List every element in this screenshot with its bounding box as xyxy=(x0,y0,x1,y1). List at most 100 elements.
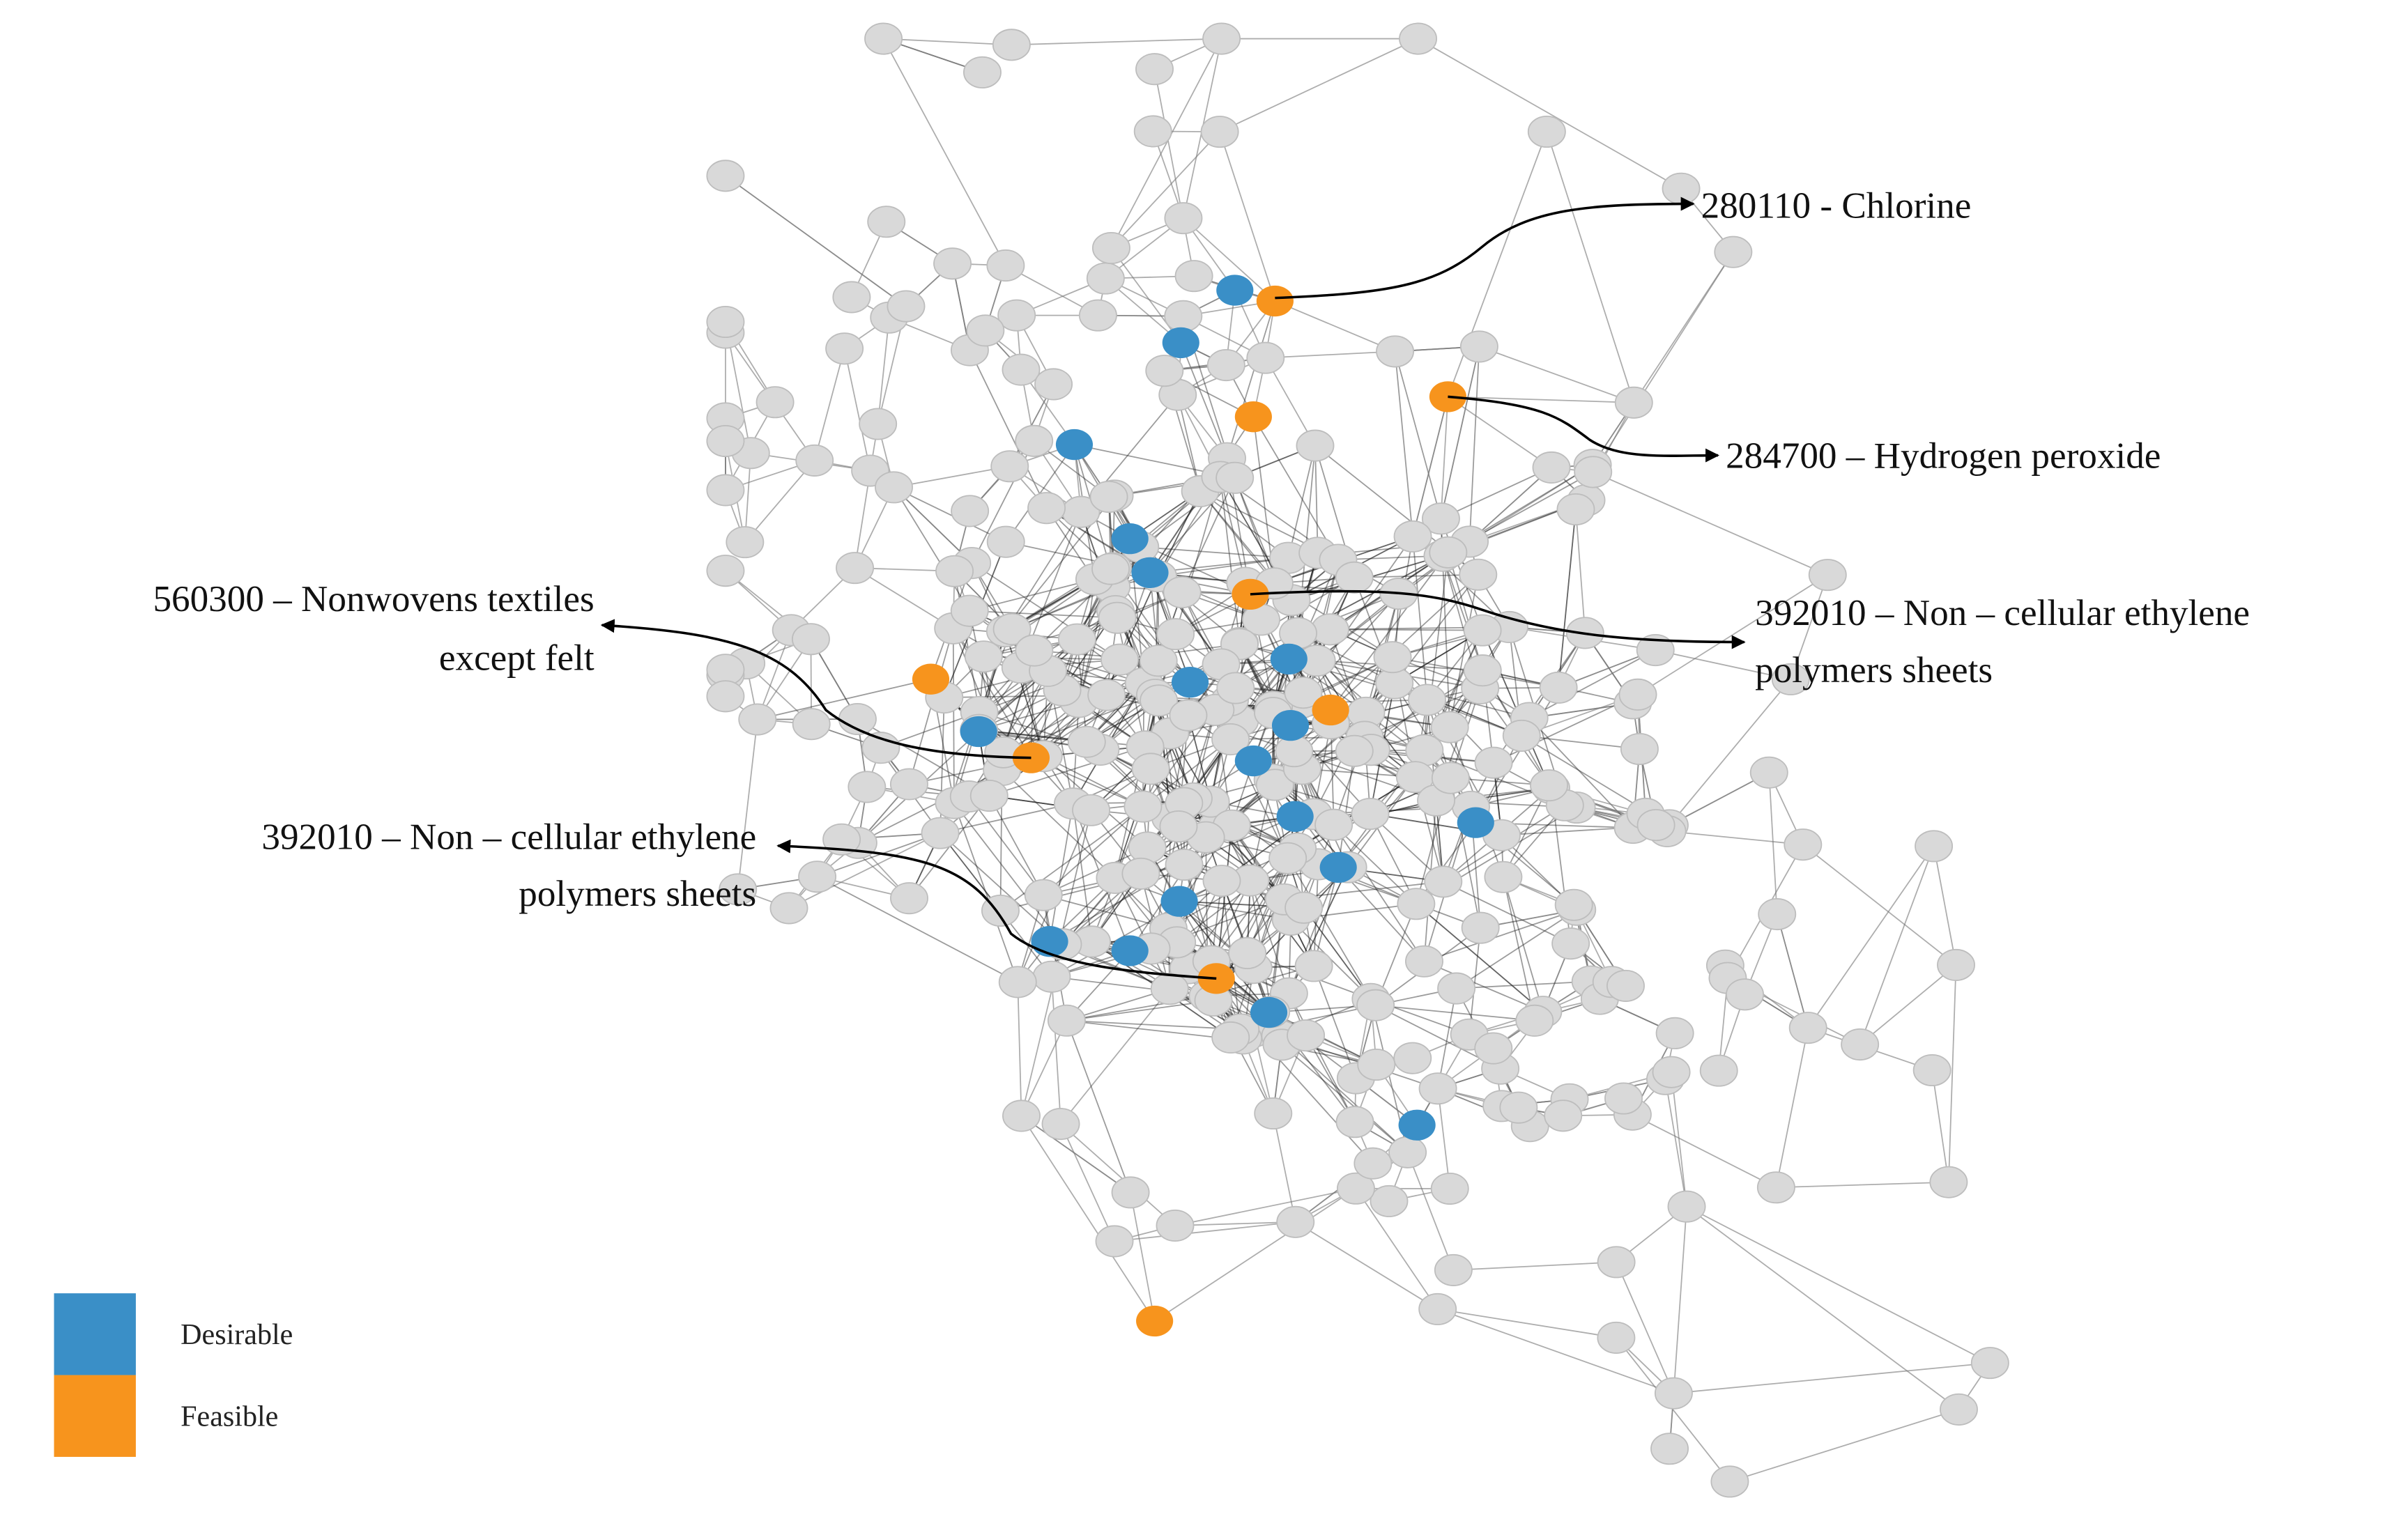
node xyxy=(1784,828,1823,861)
node xyxy=(935,555,974,587)
edge xyxy=(1288,552,1449,660)
node xyxy=(1424,865,1463,898)
edge xyxy=(1394,351,1442,519)
annotation: except felt xyxy=(439,638,595,678)
node xyxy=(1430,711,1469,743)
edge xyxy=(744,460,815,543)
node xyxy=(1393,520,1432,553)
node xyxy=(1078,299,1117,332)
edge xyxy=(1002,769,1116,879)
node xyxy=(889,768,928,801)
node xyxy=(822,823,861,856)
node xyxy=(706,424,745,458)
edge xyxy=(1558,509,1577,688)
node xyxy=(1437,972,1476,1005)
arrow xyxy=(776,839,1217,980)
node xyxy=(1357,1048,1396,1081)
edge xyxy=(1528,717,1634,828)
node xyxy=(1128,831,1167,864)
node xyxy=(1434,1253,1473,1286)
edge xyxy=(983,617,1118,658)
node xyxy=(1399,22,1437,55)
node xyxy=(1376,335,1415,368)
node xyxy=(795,444,834,477)
edge xyxy=(1272,1113,1296,1222)
edge xyxy=(1183,217,1275,302)
node-feasible xyxy=(1136,1305,1174,1337)
node xyxy=(1156,1209,1195,1242)
node-feasible xyxy=(1197,963,1235,994)
edge xyxy=(1011,38,1222,46)
node xyxy=(998,966,1037,998)
node xyxy=(1140,684,1179,717)
edge xyxy=(857,769,1003,844)
node xyxy=(706,160,745,192)
edge xyxy=(882,38,1006,266)
edge xyxy=(1528,649,1656,719)
node-desirable xyxy=(1457,807,1494,838)
edge xyxy=(894,465,1010,488)
edge xyxy=(1441,467,1552,520)
edge xyxy=(1004,511,1082,632)
edge xyxy=(1174,1187,1356,1226)
edge xyxy=(1616,1337,1731,1482)
node xyxy=(1373,641,1412,674)
edge xyxy=(1423,552,1449,750)
node xyxy=(1940,1393,1978,1426)
edge xyxy=(1456,909,1578,989)
edge xyxy=(817,832,941,878)
node xyxy=(706,474,745,507)
edge xyxy=(1153,69,1195,277)
node xyxy=(1620,732,1659,766)
edge xyxy=(1158,557,1289,577)
edge xyxy=(940,832,1064,945)
node xyxy=(1397,888,1436,920)
node xyxy=(1808,559,1847,592)
node xyxy=(1970,1347,2009,1380)
node xyxy=(706,555,745,587)
edge xyxy=(1468,467,1552,543)
edge xyxy=(1412,536,1428,700)
node xyxy=(1284,677,1323,709)
edge xyxy=(1043,894,1169,929)
node xyxy=(1758,898,1797,931)
node xyxy=(992,612,1032,645)
node xyxy=(1756,1171,1795,1204)
edge xyxy=(1066,1020,1131,1193)
edge xyxy=(854,567,954,629)
edge xyxy=(1632,1113,1777,1189)
edge xyxy=(1281,1044,1409,1153)
edge xyxy=(953,571,980,713)
edge xyxy=(854,470,871,569)
node xyxy=(1484,861,1523,893)
node xyxy=(1370,1184,1409,1217)
node xyxy=(859,408,898,440)
edge xyxy=(1416,903,1544,1012)
node xyxy=(1121,857,1160,890)
legend-label: Feasible xyxy=(181,1401,278,1433)
node xyxy=(963,56,1002,88)
node-desirable xyxy=(1031,926,1068,957)
edge xyxy=(1686,1205,1960,1410)
edge xyxy=(1316,560,1339,661)
node xyxy=(1474,1032,1513,1065)
node xyxy=(1912,1054,1951,1087)
edge xyxy=(1313,966,1357,1079)
node xyxy=(1215,461,1255,494)
edge xyxy=(1443,881,1572,944)
edge xyxy=(1219,38,1418,132)
edge xyxy=(1066,995,1209,1021)
edge xyxy=(1370,813,1417,904)
edge xyxy=(1669,772,1770,826)
edge xyxy=(1313,867,1340,966)
edge xyxy=(1729,1409,1959,1483)
node xyxy=(1002,1099,1041,1132)
node xyxy=(1091,231,1130,265)
edge xyxy=(1234,477,1275,584)
edge xyxy=(1449,574,1479,727)
edge xyxy=(1947,964,1957,1182)
node xyxy=(1655,1017,1694,1049)
node xyxy=(1034,368,1073,401)
edge xyxy=(1933,846,1957,966)
edge xyxy=(1149,477,1236,573)
